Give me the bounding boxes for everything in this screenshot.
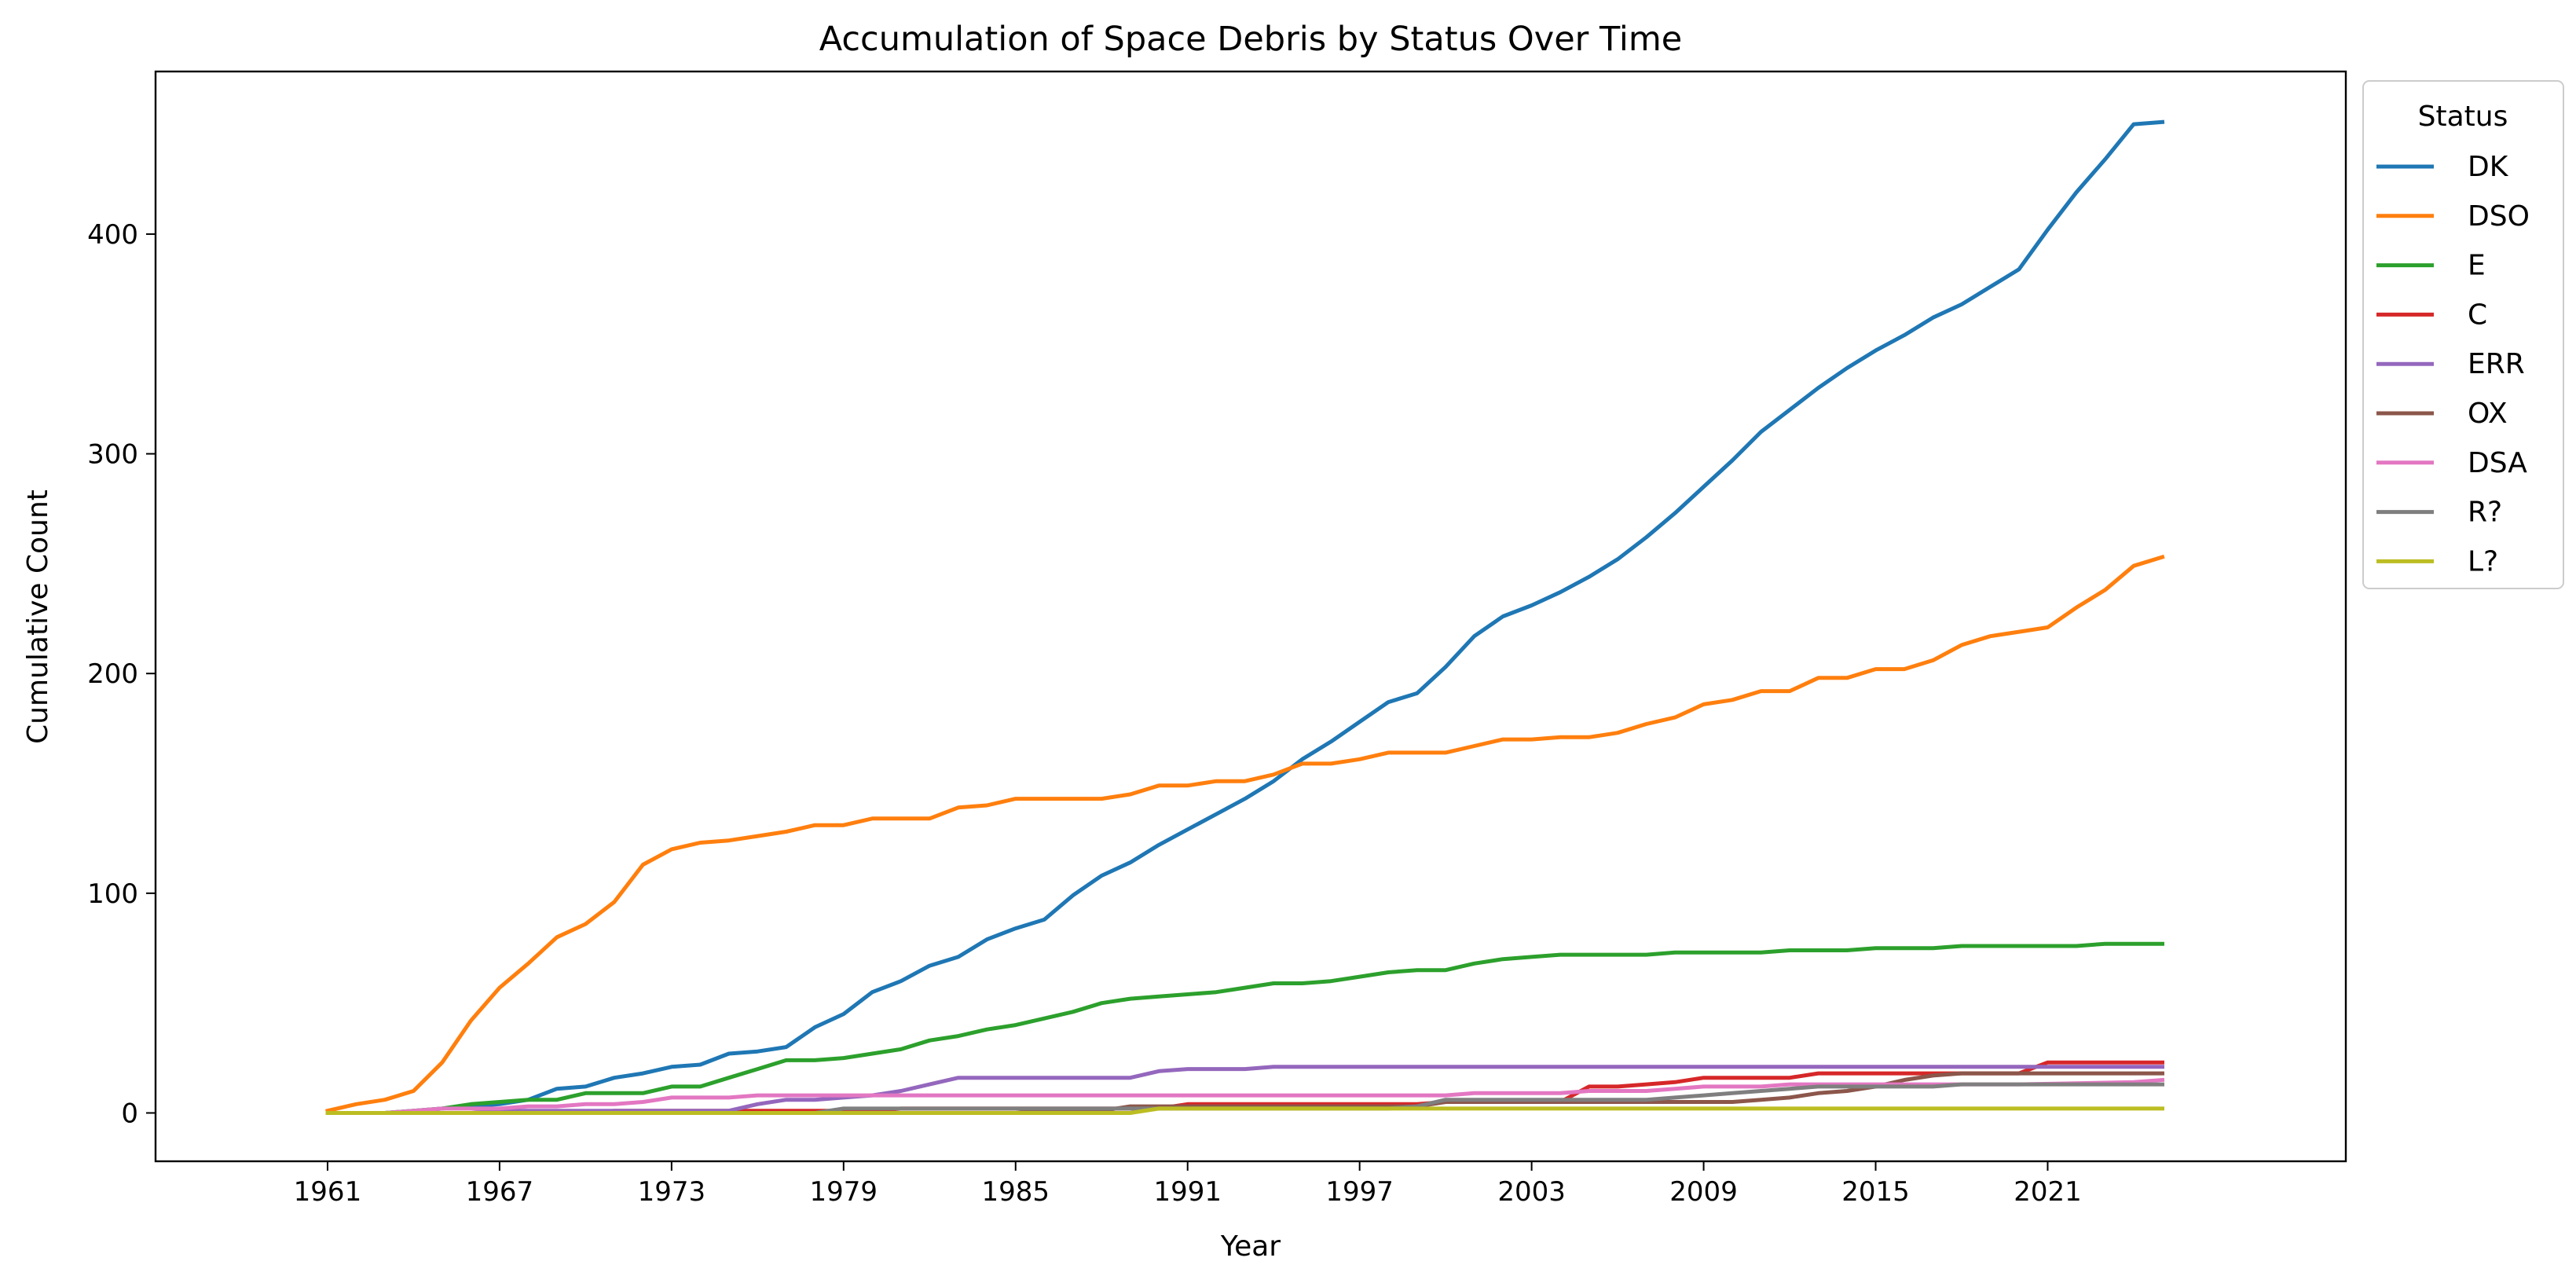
y-tick-label: 300 bbox=[87, 439, 138, 471]
x-tick-label: 1961 bbox=[294, 1176, 362, 1208]
series-line-8 bbox=[325, 1106, 2164, 1115]
x-tick-label: 2015 bbox=[1841, 1176, 1910, 1208]
series-line-7 bbox=[325, 1082, 2164, 1115]
y-axis-title: Cumulative Count bbox=[22, 490, 54, 744]
x-tick-label: 1985 bbox=[981, 1176, 1050, 1208]
x-tick-label: 2021 bbox=[2014, 1176, 2082, 1208]
legend-label-2: E bbox=[2468, 250, 2486, 282]
y-tick-label: 200 bbox=[87, 658, 138, 690]
legend-entries: DK DSO EC ERR OX DSA R? L? bbox=[2376, 151, 2530, 578]
x-tick-label: 1991 bbox=[1153, 1176, 1222, 1208]
x-axis-title: Year bbox=[1220, 1230, 1281, 1263]
legend: Status DK DSO EC ERR OX DSA R? L? bbox=[2362, 80, 2564, 589]
chart-title: Accumulation of Space Debris by Status O… bbox=[819, 20, 1682, 59]
y-tick-label: 100 bbox=[87, 878, 138, 910]
series-line-5 bbox=[325, 1071, 2164, 1115]
legend-label-3: C bbox=[2468, 299, 2487, 331]
series-line-2 bbox=[325, 941, 2164, 1115]
legend-title: Status bbox=[2418, 101, 2508, 133]
x-tick-label: 2009 bbox=[1669, 1176, 1738, 1208]
series-line-0 bbox=[325, 119, 2165, 1115]
legend-label-4: ERR bbox=[2468, 348, 2525, 380]
x-tick-label: 1997 bbox=[1325, 1176, 1394, 1208]
series-line-4 bbox=[325, 1065, 2164, 1115]
x-tick-label: 1973 bbox=[638, 1176, 706, 1208]
legend-label-8: L? bbox=[2468, 545, 2498, 578]
y-tick-label: 400 bbox=[87, 219, 138, 251]
series-line-1 bbox=[325, 554, 2165, 1113]
legend-label-7: R? bbox=[2468, 497, 2502, 529]
y-tick-label: 0 bbox=[121, 1098, 138, 1129]
series-line-6 bbox=[325, 1077, 2165, 1115]
x-tick-label: 1979 bbox=[810, 1176, 878, 1208]
legend-label-5: OX bbox=[2468, 398, 2508, 430]
x-axis-ticks: 1961 1967 1973 1979 1985 1991 1997 2003 2009 2015… bbox=[294, 1161, 2082, 1208]
legend-label-6: DSA bbox=[2468, 447, 2527, 479]
x-tick-label: 1967 bbox=[466, 1176, 534, 1208]
legend-label-1: DSO bbox=[2468, 200, 2530, 233]
y-axis-ticks: 0 100 200 300 400 bbox=[87, 219, 156, 1129]
x-tick-label: 2003 bbox=[1497, 1176, 1566, 1208]
plot-area-frame bbox=[154, 70, 2347, 1163]
legend-label-0: DK bbox=[2468, 151, 2509, 183]
series-layer bbox=[325, 119, 2165, 1115]
